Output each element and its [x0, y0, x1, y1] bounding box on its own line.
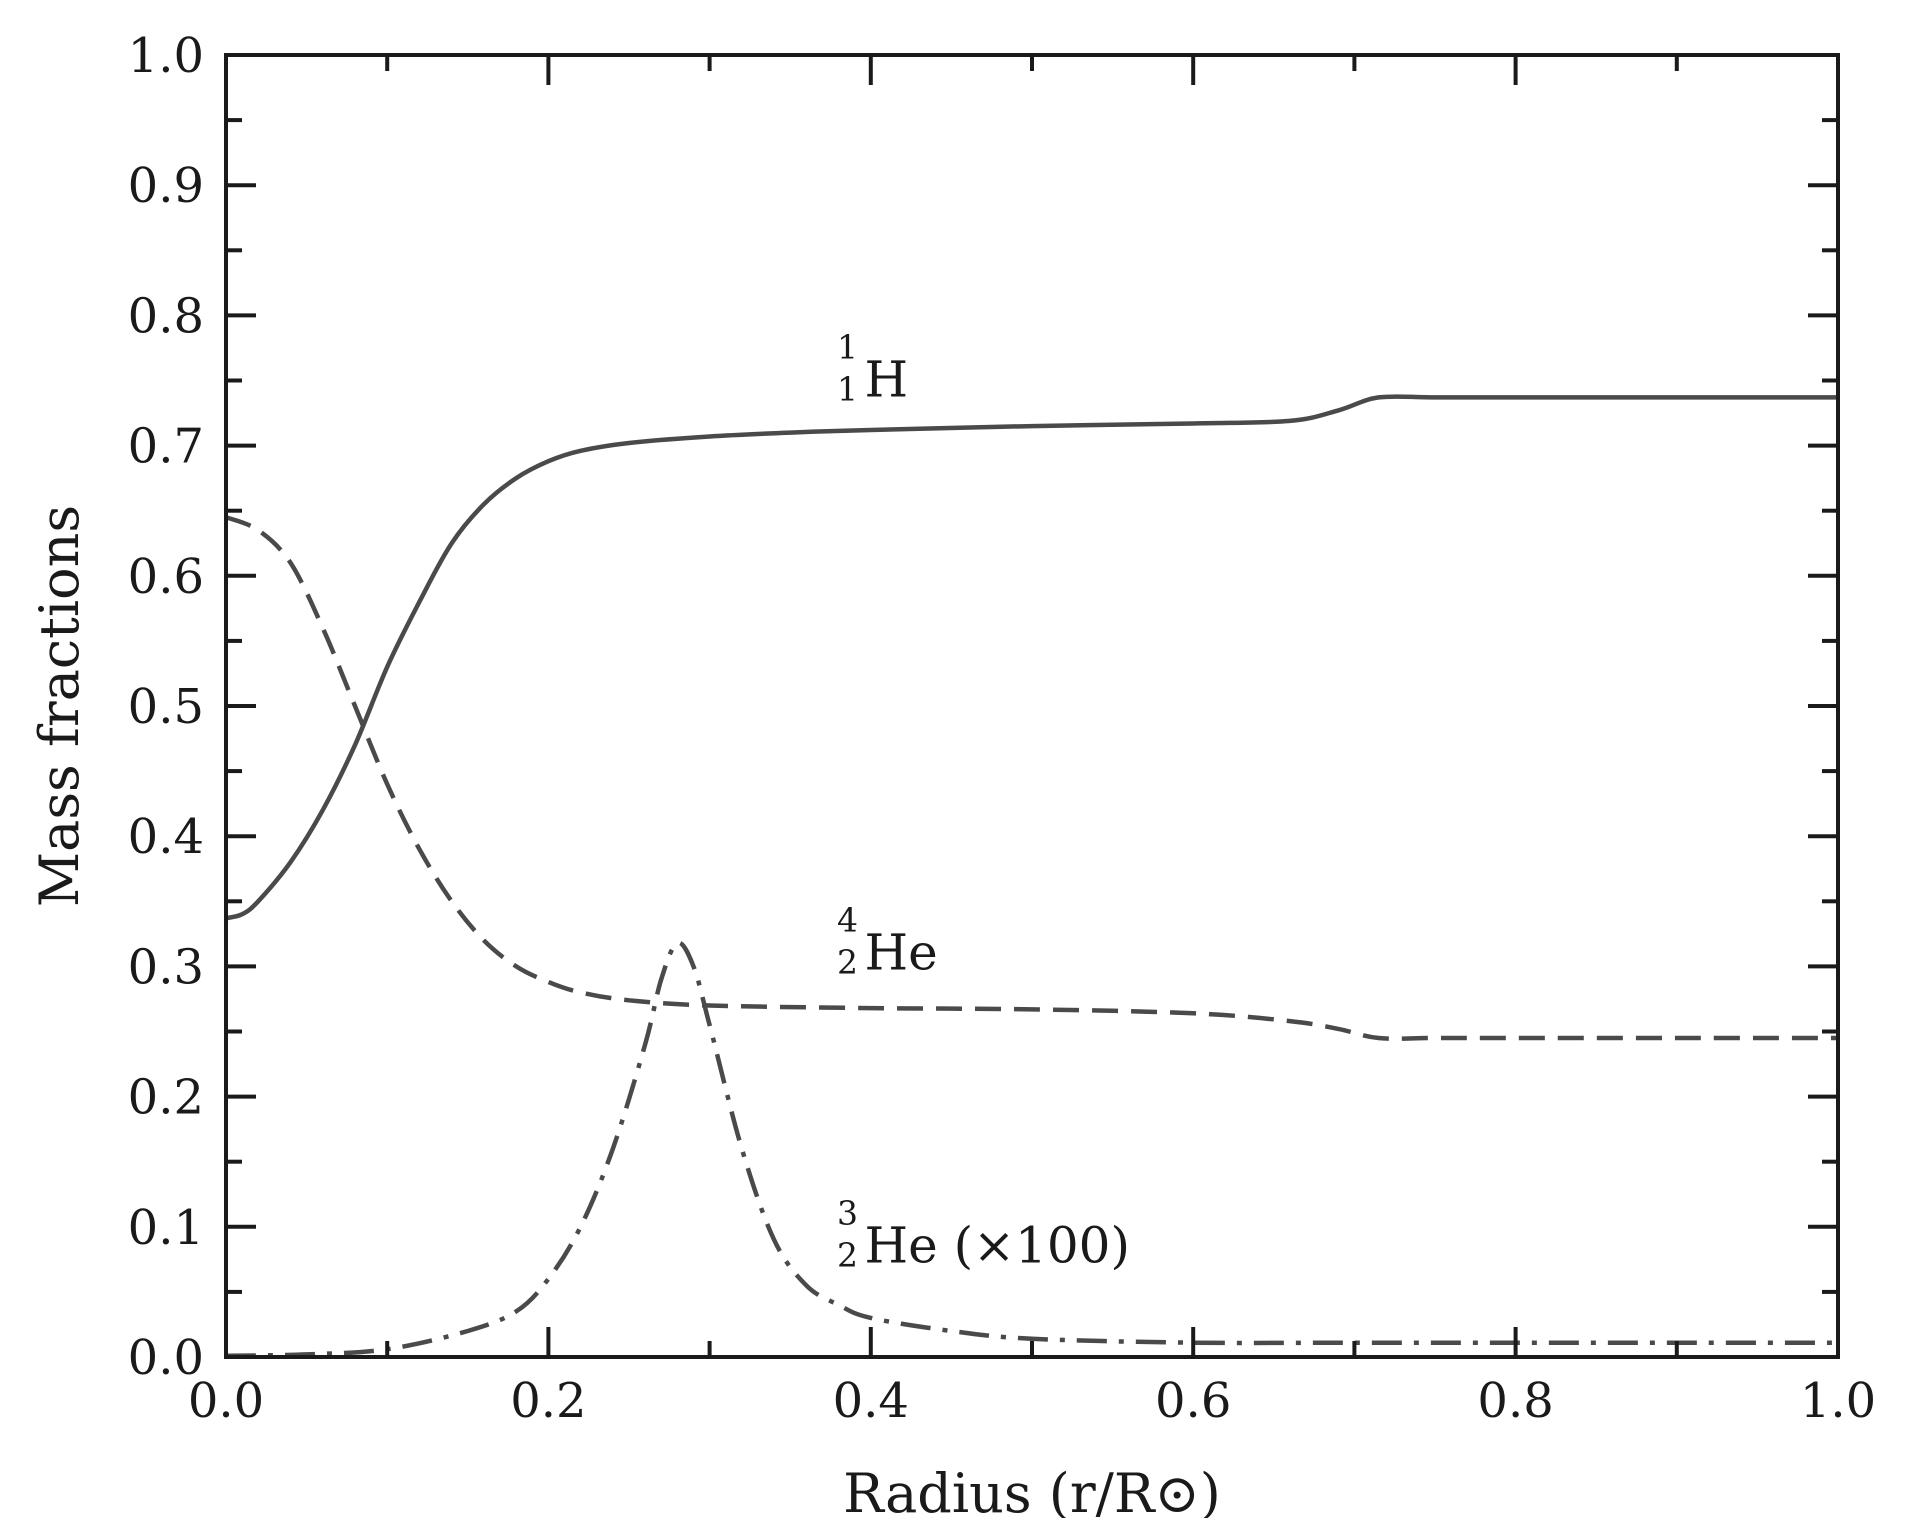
- annotation-atomic-number: 2: [837, 1235, 858, 1274]
- y-tick-label: 1.0: [128, 28, 204, 84]
- annotation-mass-number: 1: [837, 328, 858, 367]
- annotation-mass-number: 4: [837, 900, 858, 939]
- y-tick-label: 0.4: [128, 809, 204, 865]
- series-line-solid: [225, 394, 1838, 921]
- x-tick-label: 0.4: [833, 1373, 909, 1429]
- y-tick-label: 0.5: [128, 679, 204, 735]
- annotation-symbol: He: [865, 923, 938, 981]
- series-line-dashdot: [225, 940, 1838, 1358]
- annotation-atomic-number: 1: [837, 370, 858, 409]
- series-line-dashed: [225, 515, 1838, 1041]
- y-axis-label: Mass fractions: [28, 505, 91, 907]
- x-axis-label: Radius (r/R⊙): [843, 1462, 1221, 1518]
- x-tick-label: 0.2: [510, 1373, 586, 1429]
- y-tick-label: 0.6: [128, 549, 204, 605]
- y-tick-label: 0.1: [128, 1200, 204, 1256]
- x-tick-label: 0.8: [1477, 1373, 1553, 1429]
- x-tick-label: 0.0: [188, 1373, 264, 1429]
- plot-frame: [224, 53, 1840, 1359]
- y-tick-label: 0.8: [128, 288, 204, 344]
- series-annotation: 42 He: [837, 900, 938, 981]
- annotation-atomic-number: 2: [837, 942, 858, 981]
- y-tick-label: 0.0: [128, 1330, 204, 1386]
- y-tick-label: 0.9: [128, 158, 204, 214]
- series-annotation: 32 He (×100): [837, 1193, 1130, 1274]
- series-annotation: 11 H: [837, 328, 908, 409]
- y-tick-label: 0.3: [128, 939, 204, 995]
- x-tick-label: 1.0: [1800, 1373, 1876, 1429]
- annotation-symbol: H: [865, 351, 909, 409]
- annotation-symbol: He (×100): [865, 1216, 1130, 1274]
- labels-layer: 0.0 0.2 0.4 0.6 0.8 1.0 0.0 0.1 0.2 0.3 0.4 0.5 0.6 0…: [128, 28, 1877, 1429]
- y-tick-label: 0.7: [128, 419, 204, 475]
- annotation-mass-number: 3: [837, 1193, 858, 1232]
- x-tick-label: 0.6: [1155, 1373, 1231, 1429]
- plot-background: [226, 55, 1838, 1357]
- y-tick-label: 0.2: [128, 1070, 204, 1126]
- series-layer: [225, 394, 1838, 1358]
